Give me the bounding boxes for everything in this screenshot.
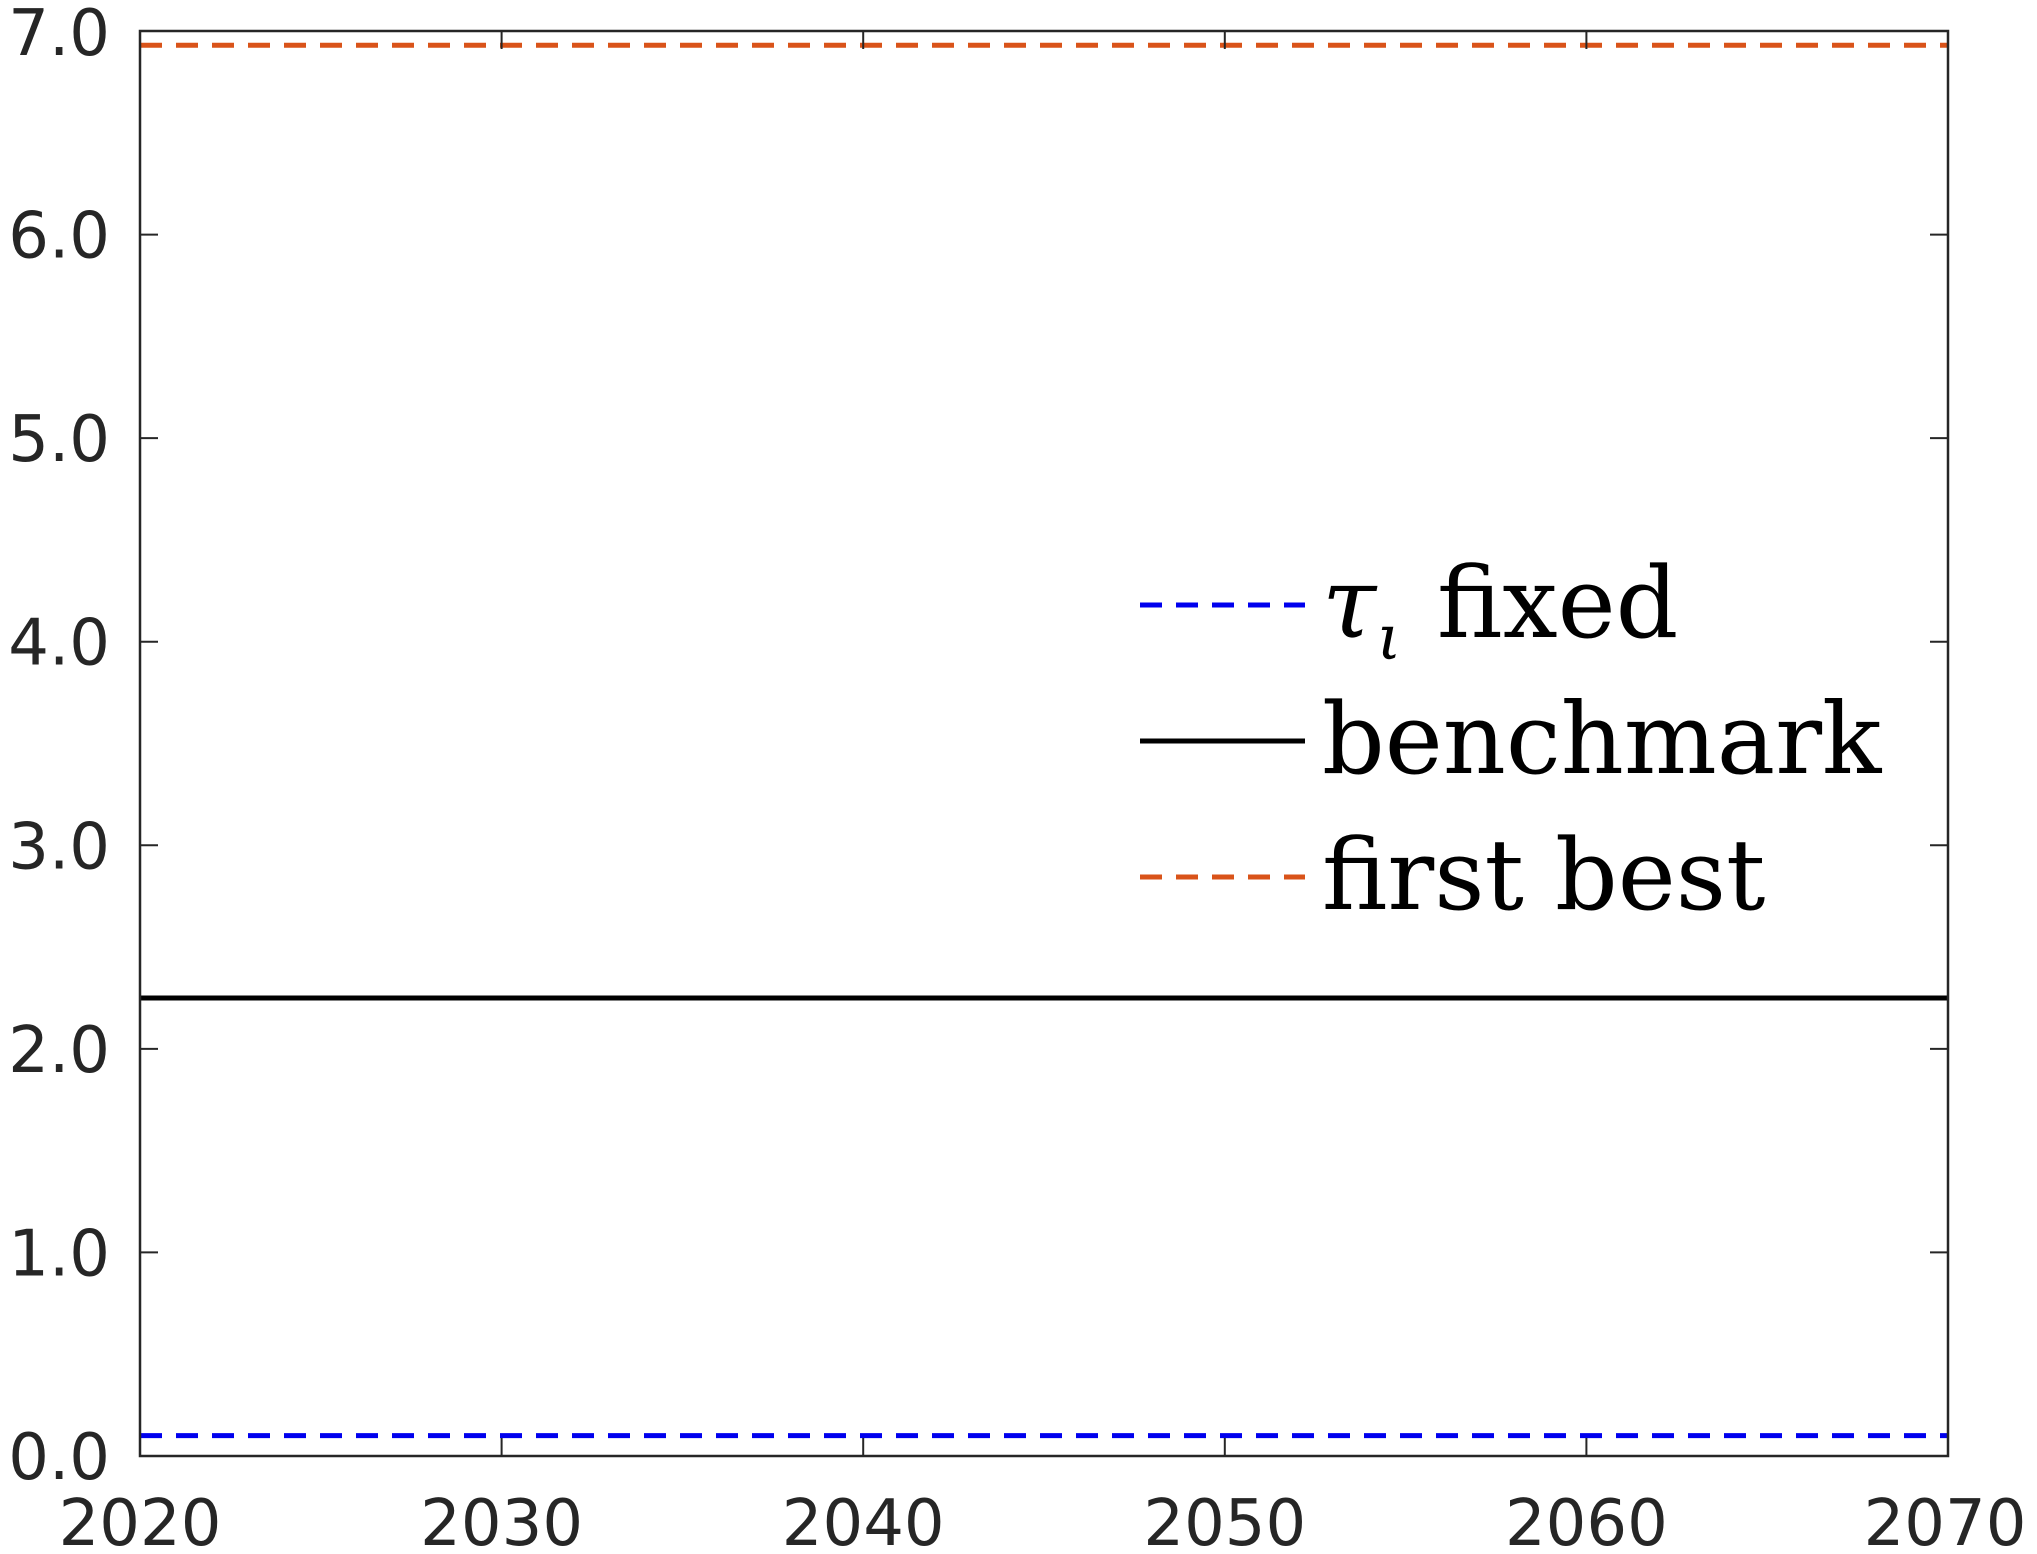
legend-label-1-subscript: ι [1377,601,1401,674]
legend-label-1-text: fixed [1437,547,1678,661]
x-tick-label-2030: 2030 [420,1487,583,1554]
y-tick-label-4-0: 4.0 [8,607,110,681]
legend: τ ι fixed benchmark first best [1140,547,1883,933]
legend-label-1-symbol: τ [1322,547,1378,661]
plot-frame [138,29,1950,1458]
tick-labels: 2020 2030 2040 2050 2060 2070 0.0 1.0 2.0 3.0 4.0 5… [8,0,2026,1554]
y-tick-label-3-0: 3.0 [8,810,110,884]
y-tick-label-2-0: 2.0 [8,1014,110,1088]
y-tick-label-7-0: 7.0 [8,0,110,71]
y-tick-label-1-0: 1.0 [8,1217,110,1291]
plot-background [140,31,1948,1456]
legend-label-3: first best [1322,819,1765,933]
legend-label-2: benchmark [1322,683,1883,797]
x-tick-label-2070: 2070 [1864,1487,2027,1554]
y-tick-label-6-0: 6.0 [8,200,110,274]
x-tick-label-2040: 2040 [782,1487,945,1554]
y-tick-label-5-0: 5.0 [8,403,110,477]
x-tick-label-2050: 2050 [1143,1487,1306,1554]
x-tick-label-2020: 2020 [59,1487,222,1554]
x-tick-label-2060: 2060 [1505,1487,1668,1554]
y-tick-label-0-0: 0.0 [8,1421,110,1495]
series-lines [140,42,1948,1439]
